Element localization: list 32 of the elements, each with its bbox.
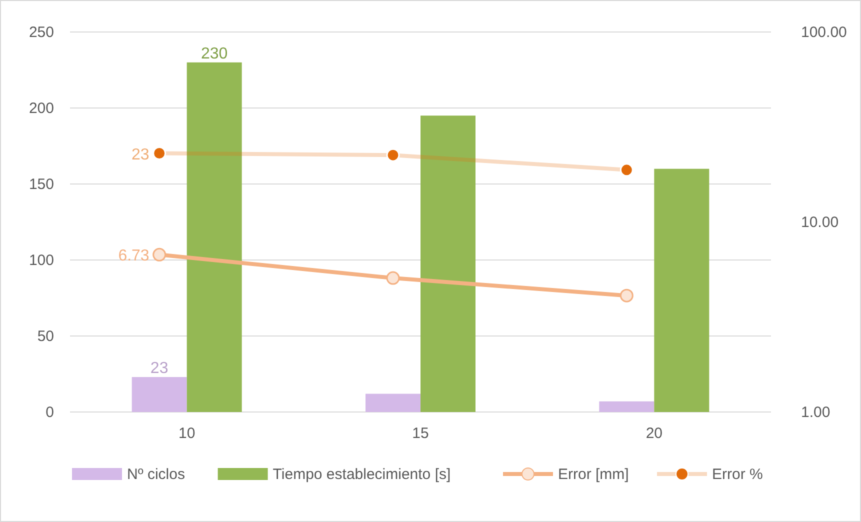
y2-tick-label: 100.00: [801, 24, 847, 41]
data-label: 23: [150, 360, 168, 378]
data-label: 6.73: [118, 248, 150, 265]
point: [152, 146, 166, 160]
bar: [186, 62, 242, 412]
bar: [654, 168, 710, 412]
y-tick-label: 0: [46, 404, 54, 421]
y-tick-label: 200: [28, 100, 54, 117]
y2-tick-label: 1.00: [801, 404, 830, 421]
bar: [599, 401, 654, 412]
y-tick-label: 50: [37, 328, 54, 345]
legend-label: Error [mm]: [558, 466, 629, 483]
legend-label: Nº ciclos: [127, 466, 185, 483]
bar: [132, 377, 187, 412]
y-tick-label: 100: [28, 252, 54, 269]
bar: [366, 394, 420, 412]
x-tick-label: 15: [412, 425, 429, 442]
data-label: 23: [132, 146, 150, 164]
point: [152, 248, 166, 262]
point: [386, 271, 400, 285]
point: [620, 163, 634, 177]
y2-tick-label: 10.00: [801, 214, 839, 231]
y-tick-label: 250: [28, 24, 54, 41]
y-tick-label: 150: [28, 176, 54, 193]
data-label: 230: [200, 45, 228, 62]
legend-label: Tiempo establecimiento [s]: [272, 466, 451, 483]
bar: [420, 116, 476, 412]
point: [386, 148, 400, 162]
legend-label: Error %: [712, 466, 763, 483]
x-tick-label: 10: [178, 425, 196, 442]
point: [620, 288, 634, 302]
x-tick-label: 20: [646, 425, 663, 442]
